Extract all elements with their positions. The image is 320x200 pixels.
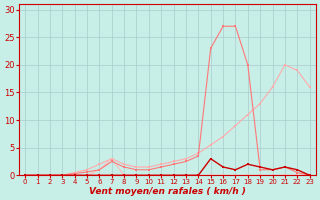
X-axis label: Vent moyen/en rafales ( km/h ): Vent moyen/en rafales ( km/h )	[89, 187, 246, 196]
